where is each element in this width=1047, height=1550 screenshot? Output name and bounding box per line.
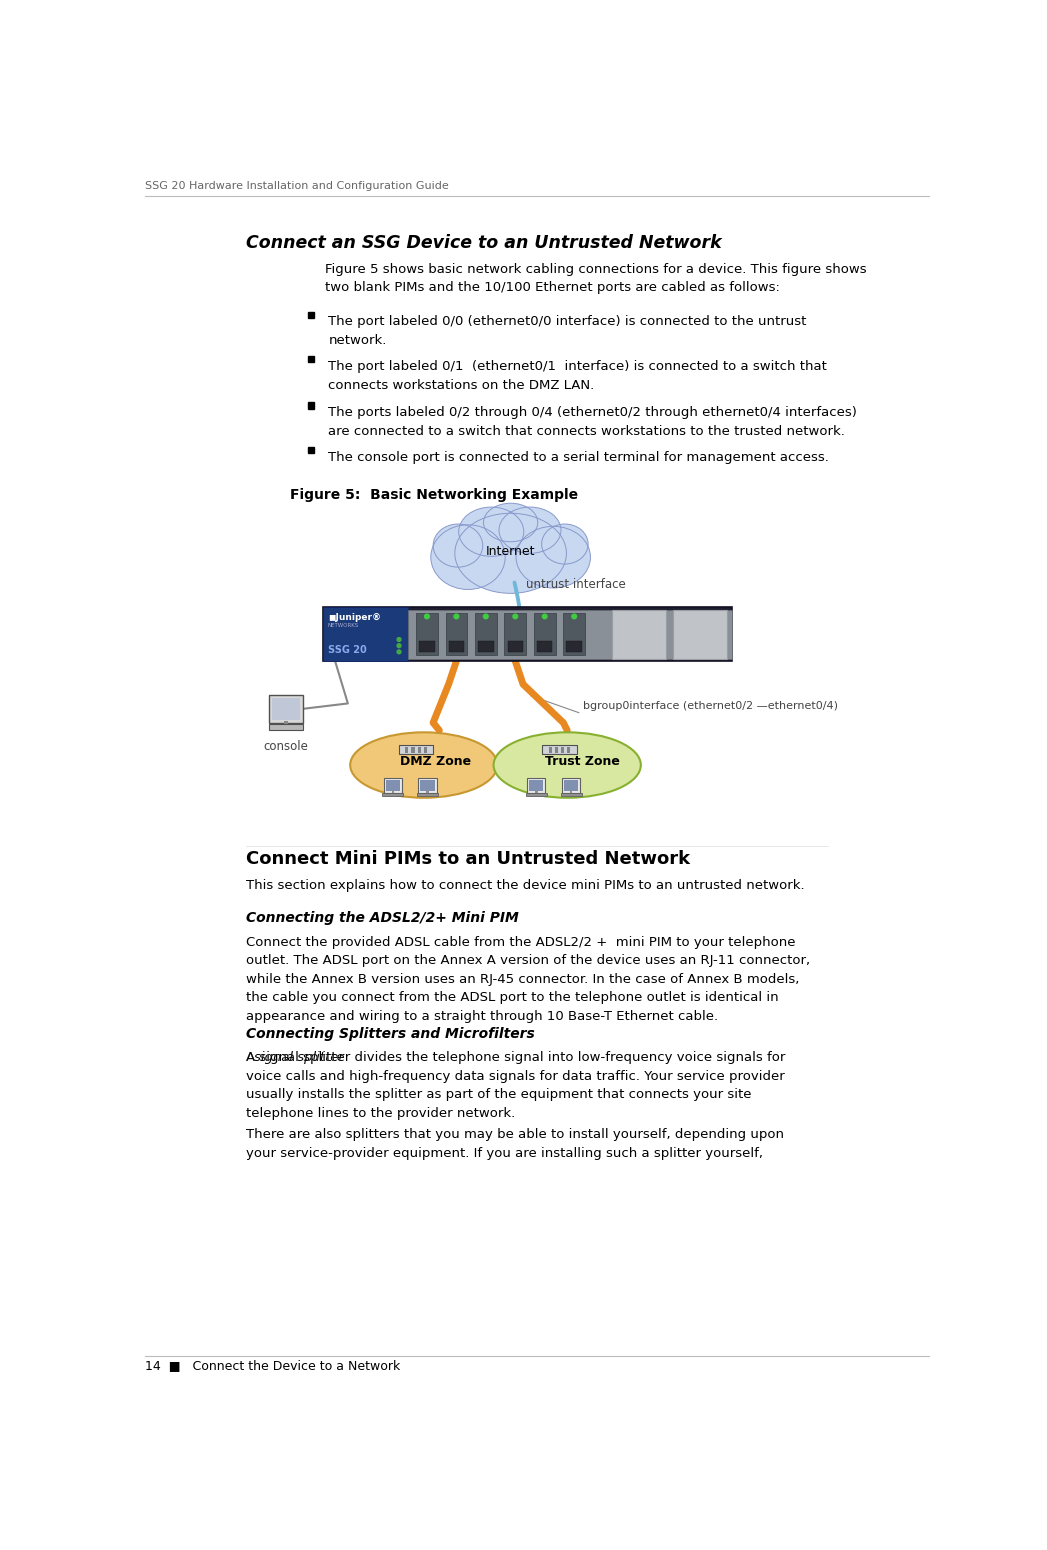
Bar (419, 778, 437, 792)
Circle shape (542, 614, 547, 618)
Bar (535, 790, 537, 795)
Bar (549, 747, 552, 753)
Text: A: A (246, 1051, 259, 1065)
Text: A ​signal splitter​ divides the telephone signal into low-frequency voice signal: A ​signal splitter​ divides the telephon… (246, 1051, 785, 1121)
Bar (382, 794, 403, 795)
Text: The ports labeled 0/2 through 0/4 (ethernet0/2 through ethernet0/4 interfaces)
a: The ports labeled 0/2 through 0/4 (ether… (329, 406, 857, 437)
Bar (269, 724, 303, 730)
Circle shape (513, 614, 517, 618)
Circle shape (484, 614, 488, 618)
Bar (555, 747, 558, 753)
Bar (324, 608, 732, 662)
Bar (505, 614, 527, 656)
Text: Figure 5 shows basic network cabling connections for a device. This figure shows: Figure 5 shows basic network cabling con… (325, 264, 866, 294)
Bar (411, 747, 415, 753)
Circle shape (425, 614, 429, 618)
Bar (308, 356, 314, 363)
Ellipse shape (484, 504, 538, 542)
Bar (424, 747, 427, 753)
Ellipse shape (433, 524, 483, 567)
Bar (408, 609, 732, 659)
Text: SSG 20 Hardware Installation and Configuration Guide: SSG 20 Hardware Installation and Configu… (144, 181, 448, 191)
Bar (446, 614, 467, 656)
Bar (421, 780, 435, 790)
Text: Connect an SSG Device to an Untrusted Network: Connect an SSG Device to an Untrusted Ne… (246, 234, 721, 251)
Text: Internet: Internet (486, 546, 535, 558)
Text: signal splitter: signal splitter (254, 1051, 344, 1065)
Bar (417, 794, 439, 795)
Bar (308, 446, 314, 453)
Circle shape (454, 614, 459, 618)
Bar (416, 614, 438, 656)
Bar (284, 721, 288, 725)
Text: Connecting Splitters and Microfilters: Connecting Splitters and Microfilters (246, 1026, 534, 1042)
Bar (383, 778, 402, 792)
Text: Connect Mini PIMs to an Untrusted Network: Connect Mini PIMs to an Untrusted Networ… (246, 849, 690, 868)
Bar (560, 794, 582, 795)
Bar (392, 790, 394, 795)
Ellipse shape (493, 732, 641, 798)
Text: This section explains how to connect the device mini PIMs to an untrusted networ: This section explains how to connect the… (246, 879, 804, 891)
Bar (567, 747, 571, 753)
Text: ◼Juniper®: ◼Juniper® (328, 614, 381, 623)
Text: The console port is connected to a serial terminal for management access.: The console port is connected to a seria… (329, 451, 829, 463)
Bar (399, 746, 433, 755)
Text: A signal splitter divides the telephone signal into low-frequency voice signals : A signal splitter divides the telephone … (246, 1051, 785, 1121)
Circle shape (397, 649, 401, 654)
Text: DMZ Zone: DMZ Zone (400, 755, 471, 767)
Ellipse shape (454, 513, 566, 594)
Bar (269, 694, 303, 722)
Text: There are also splitters that you may be able to install yourself, depending upo: There are also splitters that you may be… (246, 1128, 783, 1159)
Bar (508, 642, 524, 653)
Bar (562, 778, 580, 792)
Text: SSG 20: SSG 20 (328, 645, 366, 656)
Circle shape (397, 643, 401, 648)
Text: Connecting the ADSL2/2+ Mini PIM: Connecting the ADSL2/2+ Mini PIM (246, 911, 518, 925)
Ellipse shape (459, 507, 524, 556)
Text: bgroup0interface (ethernet0/2 —ethernet0/4): bgroup0interface (ethernet0/2 —ethernet0… (583, 701, 838, 711)
Text: untrust interface: untrust interface (527, 578, 626, 591)
Bar (324, 608, 408, 662)
Text: 14  ■   Connect the Device to a Network: 14 ■ Connect the Device to a Network (144, 1359, 400, 1372)
Bar (527, 778, 545, 792)
Text: The port labeled 0/1  (ethernet0/1  interface) is connected to a switch that
con: The port labeled 0/1 (ethernet0/1 interf… (329, 360, 827, 392)
Bar (529, 780, 543, 790)
Text: Connect the provided ADSL cable from the ADSL2/2 +  mini PIM to your telephone
o: Connect the provided ADSL cable from the… (246, 936, 809, 1023)
Ellipse shape (430, 525, 506, 589)
Circle shape (397, 637, 401, 642)
Bar (426, 790, 429, 795)
Bar (563, 614, 585, 656)
Bar (419, 642, 435, 653)
Text: NETWORKS: NETWORKS (328, 623, 359, 628)
Bar (542, 746, 577, 755)
Bar (526, 794, 547, 795)
Text: The port labeled 0/0 (ethernet0/0 interface) is connected to the untrust
network: The port labeled 0/0 (ethernet0/0 interf… (329, 315, 807, 347)
Text: Trust Zone: Trust Zone (545, 755, 620, 767)
Bar (566, 642, 582, 653)
Bar (612, 609, 666, 659)
Bar (561, 747, 564, 753)
Bar (405, 747, 408, 753)
Ellipse shape (541, 524, 588, 564)
Bar (570, 790, 573, 795)
Bar (478, 642, 493, 653)
Bar (272, 698, 299, 719)
Text: Figure 5:  Basic Networking Example: Figure 5: Basic Networking Example (290, 488, 578, 502)
Bar (564, 780, 578, 790)
Bar (537, 642, 553, 653)
Ellipse shape (516, 527, 591, 587)
Bar (308, 403, 314, 409)
Text: console: console (264, 739, 308, 753)
Circle shape (572, 614, 577, 618)
Bar (448, 642, 464, 653)
Bar (418, 747, 421, 753)
Bar (385, 780, 400, 790)
Bar (308, 312, 314, 318)
Ellipse shape (350, 732, 497, 798)
Ellipse shape (499, 507, 561, 553)
Bar (475, 614, 496, 656)
Bar (534, 614, 556, 656)
Bar (672, 609, 727, 659)
